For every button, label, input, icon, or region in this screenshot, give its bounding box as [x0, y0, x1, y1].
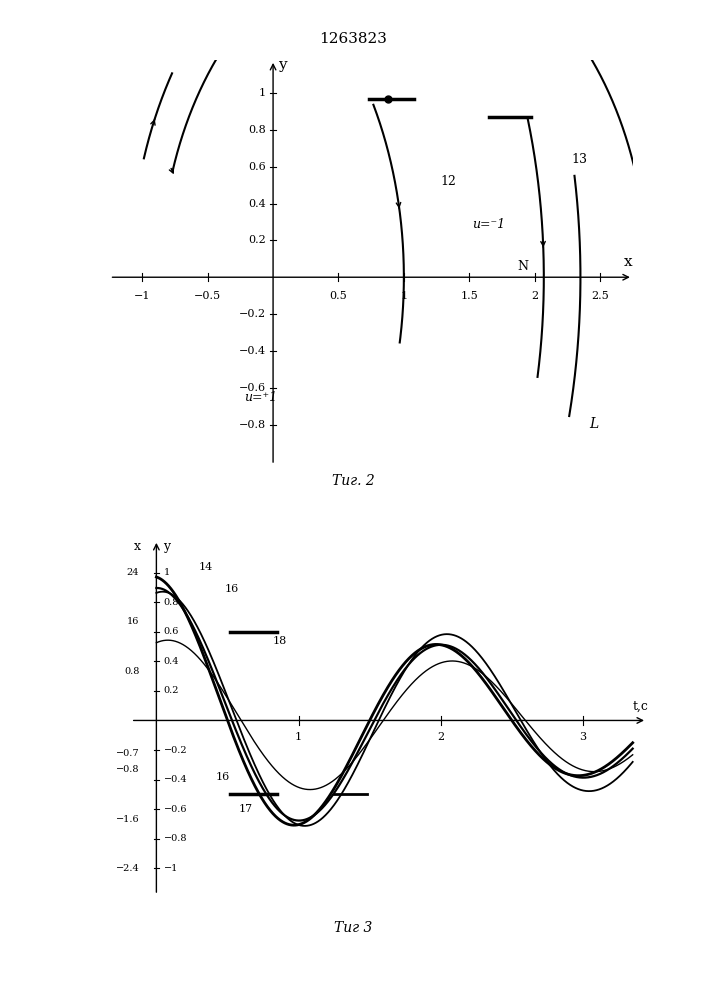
Text: −0.6: −0.6 [239, 383, 266, 393]
Text: −0.8: −0.8 [239, 420, 266, 430]
Text: −0.5: −0.5 [194, 291, 221, 301]
Text: 16: 16 [127, 617, 139, 626]
Text: 2: 2 [437, 732, 444, 742]
Text: −0.4: −0.4 [163, 775, 187, 784]
Text: N: N [518, 260, 529, 273]
Text: 0.4: 0.4 [248, 199, 266, 209]
Text: −2.4: −2.4 [115, 864, 139, 873]
Text: t,c: t,c [633, 700, 648, 713]
Text: 0.2: 0.2 [163, 686, 179, 695]
Text: x: x [624, 255, 632, 269]
Text: 1.5: 1.5 [460, 291, 478, 301]
Text: 1: 1 [259, 88, 266, 98]
Text: y: y [163, 540, 170, 553]
Text: 0.8: 0.8 [163, 598, 179, 607]
Text: 14: 14 [199, 562, 214, 572]
Text: 1: 1 [295, 732, 302, 742]
Text: −0.6: −0.6 [163, 805, 187, 814]
Text: 18: 18 [273, 636, 287, 646]
Text: 16: 16 [216, 772, 230, 782]
Text: 1: 1 [163, 568, 170, 577]
Text: L: L [590, 417, 599, 431]
Text: 0.4: 0.4 [163, 657, 179, 666]
Text: 17: 17 [239, 804, 253, 814]
Text: −0.4: −0.4 [239, 346, 266, 356]
Text: −1: −1 [134, 291, 151, 301]
Text: 12: 12 [440, 175, 457, 188]
Text: u=⁺1: u=⁺1 [245, 391, 277, 404]
Text: −0.2: −0.2 [239, 309, 266, 319]
Text: 0.6: 0.6 [248, 162, 266, 172]
Text: 1: 1 [400, 291, 407, 301]
Text: u=⁻1: u=⁻1 [472, 218, 505, 231]
Text: −1: −1 [163, 864, 178, 873]
Text: Τиг. 2: Τиг. 2 [332, 474, 375, 488]
Text: 0.2: 0.2 [248, 235, 266, 245]
Text: 24: 24 [127, 568, 139, 577]
Text: 0.5: 0.5 [329, 291, 347, 301]
Text: −0.2: −0.2 [163, 746, 187, 755]
Text: −0.7: −0.7 [116, 749, 139, 758]
Text: Τиг 3: Τиг 3 [334, 921, 373, 935]
Text: 3: 3 [579, 732, 587, 742]
Text: 13: 13 [571, 153, 588, 166]
Text: 16: 16 [225, 584, 239, 594]
Text: 0.8: 0.8 [124, 667, 139, 676]
Text: 1263823: 1263823 [320, 32, 387, 46]
Text: 2: 2 [531, 291, 538, 301]
Text: x: x [134, 540, 141, 553]
Text: y: y [279, 58, 287, 72]
Text: 2.5: 2.5 [591, 291, 609, 301]
Text: −0.8: −0.8 [163, 834, 187, 843]
Text: −1.6: −1.6 [116, 815, 139, 824]
Text: −0.8: −0.8 [116, 765, 139, 774]
Text: 0.8: 0.8 [248, 125, 266, 135]
Text: 0.6: 0.6 [163, 627, 179, 636]
